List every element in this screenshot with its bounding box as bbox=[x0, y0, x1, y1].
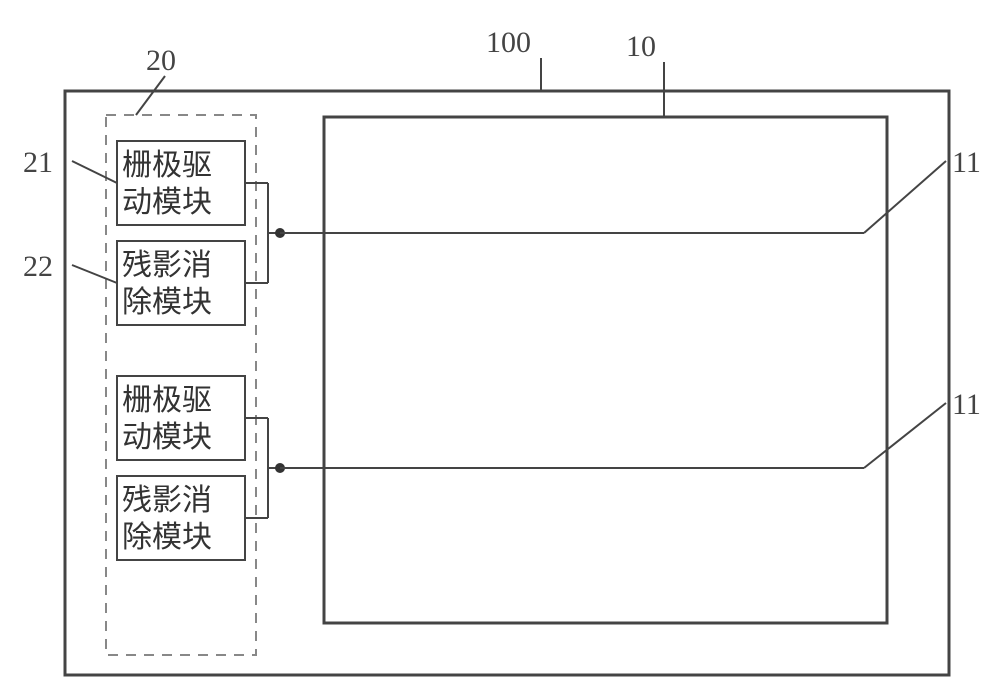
svg-text:残影消: 残影消 bbox=[122, 249, 212, 282]
module-text: 残影消 bbox=[122, 249, 212, 282]
label-100: 100 bbox=[486, 26, 531, 59]
display-area-box bbox=[324, 117, 887, 623]
module-text: 动模块 bbox=[122, 421, 212, 454]
tie-bar-2 bbox=[245, 418, 285, 518]
module-text: 除模块 bbox=[122, 521, 212, 554]
module-text: 栅极驱 bbox=[122, 149, 212, 182]
module-text: 残影消 bbox=[122, 484, 212, 517]
label-20: 20 bbox=[146, 44, 176, 77]
svg-text:除模块: 除模块 bbox=[122, 286, 212, 319]
label-10: 10 bbox=[626, 30, 656, 63]
module-text: 除模块 bbox=[122, 286, 212, 319]
label-11b: 11 bbox=[952, 388, 981, 421]
label-11a: 11 bbox=[952, 146, 981, 179]
svg-text:动模块: 动模块 bbox=[122, 421, 212, 454]
tie-bar-1 bbox=[245, 183, 285, 283]
svg-text:栅极驱: 栅极驱 bbox=[122, 384, 212, 417]
module-box-gate-2: 栅极驱 动模块 bbox=[117, 376, 245, 460]
module-text: 动模块 bbox=[122, 186, 212, 219]
module-box-gate-1: 栅极驱 动模块 bbox=[117, 141, 245, 225]
label-22: 22 bbox=[23, 250, 53, 283]
module-text: 栅极驱 bbox=[122, 384, 212, 417]
svg-text:除模块: 除模块 bbox=[122, 521, 212, 554]
svg-text:栅极驱: 栅极驱 bbox=[122, 149, 212, 182]
svg-text:残影消: 残影消 bbox=[122, 484, 212, 517]
module-box-ghost-2: 残影消 除模块 bbox=[117, 476, 245, 560]
label-21: 21 bbox=[23, 146, 53, 179]
module-box-ghost-1: 残影消 除模块 bbox=[117, 241, 245, 325]
svg-text:动模块: 动模块 bbox=[122, 186, 212, 219]
